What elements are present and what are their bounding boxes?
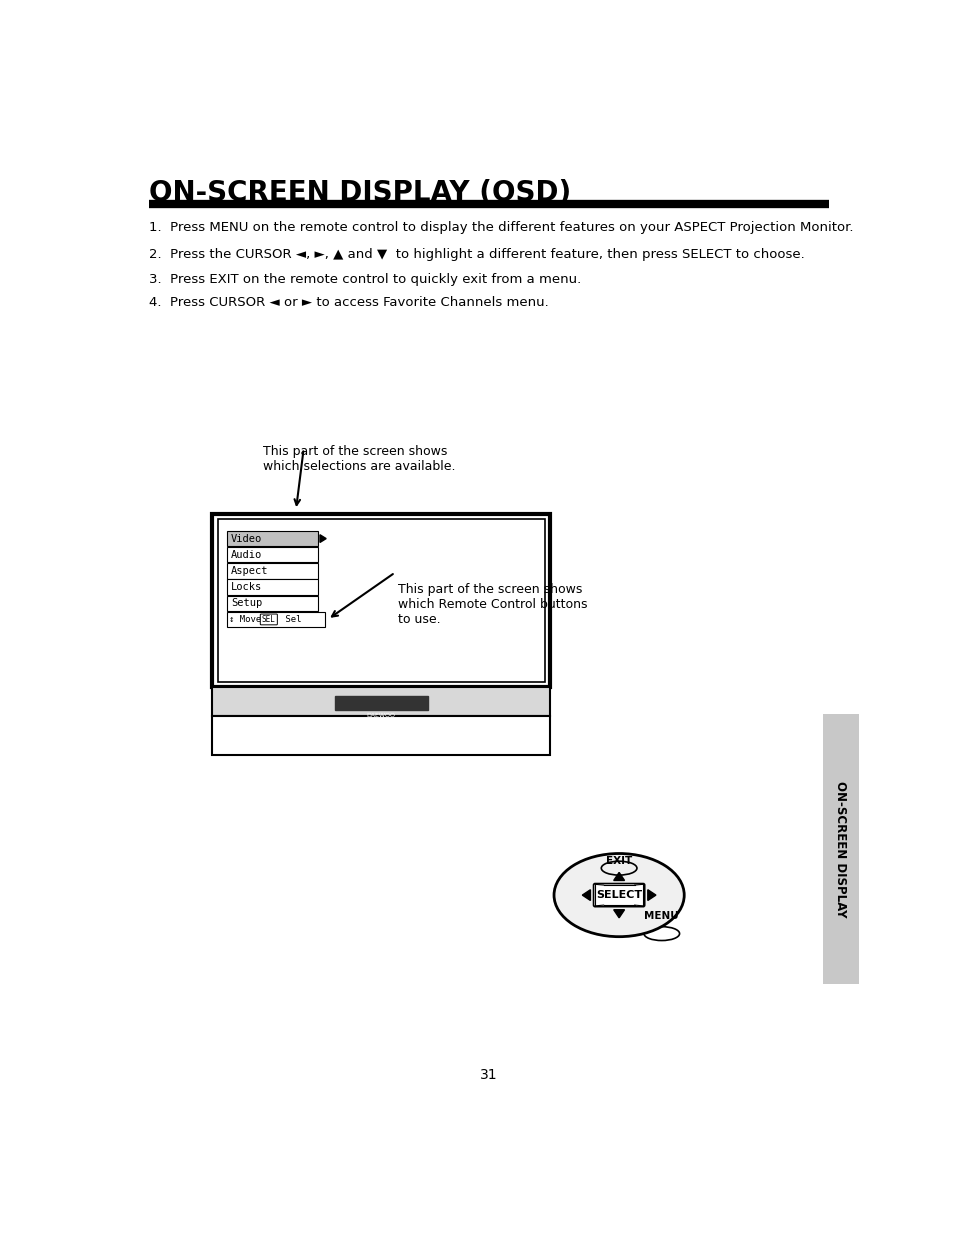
Text: EXIT: EXIT: [605, 856, 632, 866]
Text: 4.  Press CURSOR ◄ or ► to access Favorite Channels menu.: 4. Press CURSOR ◄ or ► to access Favorit…: [149, 296, 548, 309]
Text: Setup: Setup: [231, 598, 262, 609]
FancyBboxPatch shape: [260, 614, 277, 625]
Polygon shape: [647, 889, 656, 900]
Text: Locks: Locks: [231, 582, 262, 592]
Polygon shape: [319, 535, 326, 542]
Bar: [822, 714, 858, 983]
Polygon shape: [581, 889, 590, 900]
Bar: [212, 716, 550, 755]
Text: ON-SCREEN DISPLAY: ON-SCREEN DISPLAY: [834, 781, 846, 918]
Text: 3.  Press EXIT on the remote control to quickly exit from a menu.: 3. Press EXIT on the remote control to q…: [149, 273, 580, 287]
Bar: [227, 595, 318, 611]
Bar: [227, 563, 318, 579]
Polygon shape: [613, 910, 624, 918]
FancyBboxPatch shape: [593, 883, 644, 906]
Text: MENU: MENU: [643, 911, 679, 921]
Text: Aspect: Aspect: [231, 566, 268, 576]
Bar: [212, 687, 550, 716]
Text: ↕ Move: ↕ Move: [229, 615, 266, 624]
Bar: [227, 547, 318, 562]
Text: This part of the screen shows
which Remote Control buttons
to use.: This part of the screen shows which Remo…: [397, 583, 587, 626]
Text: DAEWOO: DAEWOO: [366, 714, 395, 719]
Bar: [217, 520, 544, 682]
Bar: [335, 697, 427, 710]
Polygon shape: [613, 872, 624, 881]
Bar: [227, 611, 324, 627]
Bar: [212, 514, 550, 687]
Text: SELECT: SELECT: [596, 890, 641, 900]
Text: 2.  Press the CURSOR ◄, ►, ▲ and ▼  to highlight a different feature, then press: 2. Press the CURSOR ◄, ►, ▲ and ▼ to hig…: [149, 248, 803, 262]
Text: Audio: Audio: [231, 550, 262, 559]
Bar: [227, 531, 318, 546]
Text: Video: Video: [231, 534, 262, 543]
Bar: [227, 579, 318, 595]
Ellipse shape: [554, 853, 683, 936]
Text: ON-SCREEN DISPLAY (OSD): ON-SCREEN DISPLAY (OSD): [149, 179, 570, 207]
Text: Sel: Sel: [279, 615, 301, 624]
Text: 1.  Press MENU on the remote control to display the different features on your A: 1. Press MENU on the remote control to d…: [149, 221, 852, 235]
Text: This part of the screen shows
which selections are available.: This part of the screen shows which sele…: [262, 445, 455, 473]
Text: 31: 31: [479, 1068, 497, 1082]
Text: SEL: SEL: [262, 615, 275, 624]
